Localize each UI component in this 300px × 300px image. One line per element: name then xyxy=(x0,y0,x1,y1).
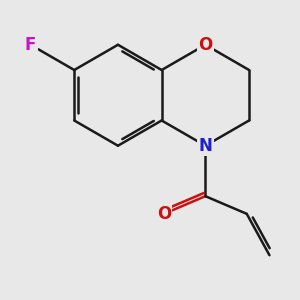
Text: F: F xyxy=(25,36,36,54)
Text: O: O xyxy=(198,36,212,54)
Text: N: N xyxy=(198,137,212,155)
Text: O: O xyxy=(157,205,171,223)
